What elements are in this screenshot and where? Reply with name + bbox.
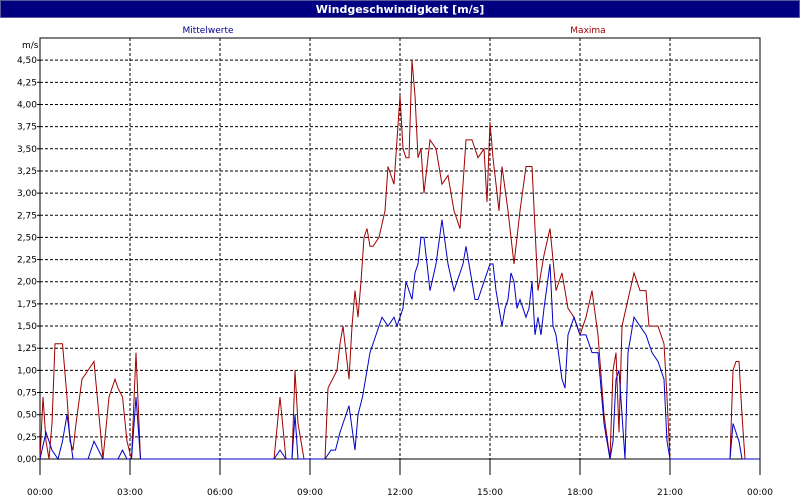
y-tick-label: 3,50 bbox=[17, 145, 37, 155]
series-lines bbox=[39, 60, 760, 461]
y-tick-label: 0,75 bbox=[17, 389, 37, 399]
series-line-maxima bbox=[39, 60, 760, 460]
y-tick-label: 2,25 bbox=[17, 256, 37, 266]
y-tick-label: 2,50 bbox=[17, 233, 37, 243]
y-tick-label: 1,75 bbox=[17, 300, 37, 310]
y-tick-label: 1,50 bbox=[17, 322, 37, 332]
y-tick-label: 3,25 bbox=[17, 167, 37, 177]
y-tick-label: 4,00 bbox=[17, 100, 37, 110]
x-tick-time: 03:00 bbox=[117, 488, 143, 498]
x-tick-time: 06:00 bbox=[207, 488, 233, 498]
y-tick-label: 0,00 bbox=[17, 455, 37, 465]
x-tick-time: 12:00 bbox=[387, 488, 413, 498]
x-tick-time: 00:00 bbox=[27, 488, 53, 498]
y-tick-label: 4,25 bbox=[17, 78, 37, 88]
wind-speed-chart: 0,00 0,25 0,50 0,75 1,00 1,25 1,50 1,75 2,00 2,25… bbox=[0, 18, 800, 500]
x-tick-time: 00:00 bbox=[747, 488, 773, 498]
window-title: Windgeschwindigkeit [m/s] bbox=[0, 0, 800, 18]
x-tick-time: 18:00 bbox=[567, 488, 593, 498]
legend-maxima: Maxima bbox=[570, 26, 605, 36]
y-tick-label: 3,00 bbox=[17, 189, 37, 199]
y-tick-label: 0,50 bbox=[17, 411, 37, 421]
y-tick-label: 1,00 bbox=[17, 366, 37, 376]
x-tick-time: 09:00 bbox=[297, 488, 323, 498]
y-tick-label: 2,75 bbox=[17, 211, 37, 221]
y-axis: 0,00 0,25 0,50 0,75 1,00 1,25 1,50 1,75 2,00 2,25… bbox=[17, 56, 40, 465]
y-tick-label: 3,75 bbox=[17, 123, 37, 133]
legend-mittelwerte: Mittelwerte bbox=[182, 26, 233, 36]
y-tick-label: 4,50 bbox=[17, 56, 37, 66]
y-unit-label: m/s bbox=[22, 41, 39, 51]
y-tick-label: 2,00 bbox=[17, 278, 37, 288]
y-tick-label: 1,25 bbox=[17, 344, 37, 354]
series-line-mittelwerte bbox=[39, 219, 760, 461]
x-tick-time: 21:00 bbox=[657, 488, 683, 498]
y-tick-label: 0,25 bbox=[17, 433, 37, 443]
x-axis: 00:0007.03.2103:0007.03.2106:0007.03.210… bbox=[27, 459, 773, 498]
x-tick-time: 15:00 bbox=[477, 488, 503, 498]
